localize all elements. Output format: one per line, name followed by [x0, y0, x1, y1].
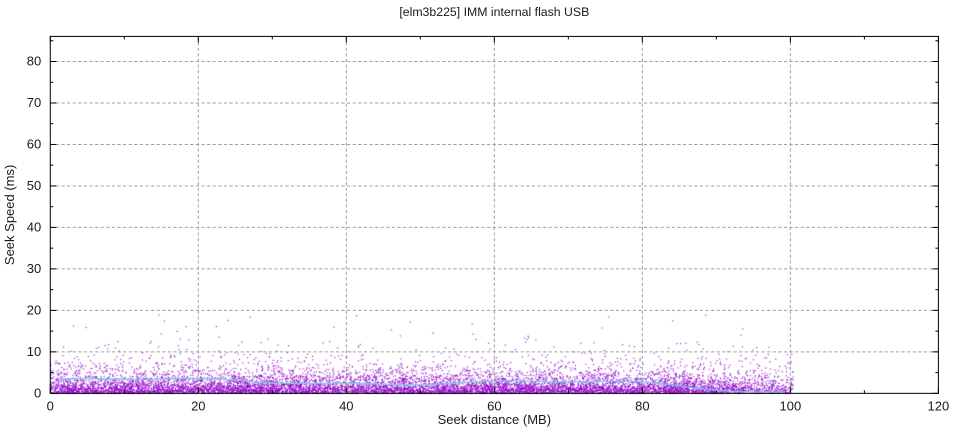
svg-text:30: 30	[27, 261, 41, 276]
svg-text:70: 70	[27, 95, 41, 110]
svg-text:40: 40	[27, 219, 41, 234]
svg-text:120: 120	[928, 398, 950, 413]
svg-text:40: 40	[339, 398, 353, 413]
svg-text:80: 80	[27, 54, 41, 69]
svg-text:Seek distance (MB): Seek distance (MB)	[438, 412, 551, 427]
svg-text:60: 60	[27, 136, 41, 151]
svg-text:20: 20	[191, 398, 205, 413]
svg-text:80: 80	[635, 398, 649, 413]
svg-text:100: 100	[780, 398, 802, 413]
svg-text:0: 0	[34, 385, 41, 400]
svg-text:20: 20	[27, 302, 41, 317]
svg-text:50: 50	[27, 178, 41, 193]
svg-text:Seek Speed (ms): Seek Speed (ms)	[2, 165, 17, 265]
svg-text:0: 0	[47, 398, 54, 413]
svg-text:[elm3b225] IMM internal flash: [elm3b225] IMM internal flash USB	[399, 5, 589, 19]
svg-text:10: 10	[27, 344, 41, 359]
